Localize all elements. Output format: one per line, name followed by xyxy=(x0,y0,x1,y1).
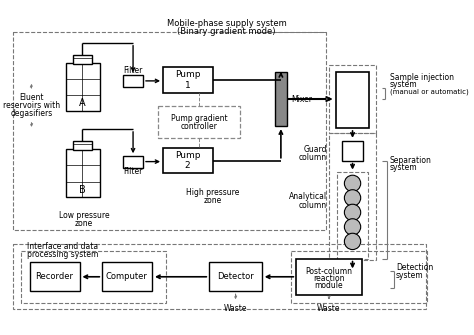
Bar xyxy=(66,149,100,197)
Text: Computer: Computer xyxy=(106,272,148,281)
Text: Low pressure: Low pressure xyxy=(59,211,109,220)
Text: Filter: Filter xyxy=(123,66,143,75)
Text: Waste: Waste xyxy=(224,304,247,313)
Bar xyxy=(296,259,362,295)
Text: Filter: Filter xyxy=(123,167,143,176)
Text: controller: controller xyxy=(181,122,218,131)
Text: Waste: Waste xyxy=(317,304,341,313)
Text: Detection: Detection xyxy=(396,263,433,272)
Bar xyxy=(123,156,143,168)
Text: module: module xyxy=(315,281,343,290)
Bar xyxy=(336,72,369,128)
Circle shape xyxy=(345,219,361,235)
Text: High pressure: High pressure xyxy=(186,188,239,197)
Bar xyxy=(123,75,143,87)
Bar xyxy=(13,32,326,229)
Text: Separation: Separation xyxy=(390,156,432,165)
Text: Mixer: Mixer xyxy=(291,94,312,104)
Bar xyxy=(66,63,100,111)
Bar xyxy=(158,106,240,138)
Text: processing system: processing system xyxy=(27,250,98,259)
Text: B: B xyxy=(79,185,86,195)
Bar xyxy=(20,251,166,303)
Text: Eluent: Eluent xyxy=(19,93,44,102)
Bar xyxy=(342,141,364,161)
Text: column: column xyxy=(299,153,327,162)
Bar xyxy=(102,262,152,291)
Bar xyxy=(291,251,427,303)
Bar xyxy=(274,72,287,126)
Bar xyxy=(13,244,426,310)
Text: A: A xyxy=(79,98,86,108)
Text: system: system xyxy=(390,163,417,173)
Circle shape xyxy=(345,204,361,220)
Text: Sample injection: Sample injection xyxy=(390,73,454,82)
Text: Mobile-phase supply system: Mobile-phase supply system xyxy=(166,19,286,28)
Text: column: column xyxy=(299,201,327,210)
Bar xyxy=(73,55,92,64)
Bar xyxy=(337,173,368,259)
Text: zone: zone xyxy=(204,196,222,205)
Text: degasifiers: degasifiers xyxy=(10,109,53,118)
Circle shape xyxy=(345,175,361,192)
Text: Pump
1: Pump 1 xyxy=(175,70,200,90)
Text: Recorder: Recorder xyxy=(35,272,73,281)
Bar xyxy=(329,133,376,260)
Text: Pump
2: Pump 2 xyxy=(175,151,200,171)
Bar xyxy=(163,67,213,93)
Bar xyxy=(30,262,80,291)
Text: system: system xyxy=(396,271,424,280)
Text: Interface and data: Interface and data xyxy=(27,242,98,251)
Bar xyxy=(209,262,262,291)
Text: zone: zone xyxy=(75,219,93,228)
Text: reaction: reaction xyxy=(313,274,345,283)
Text: Guard: Guard xyxy=(304,145,327,154)
Circle shape xyxy=(345,233,361,250)
Text: reservoirs with: reservoirs with xyxy=(3,101,60,110)
Bar xyxy=(73,141,92,150)
Text: Detector: Detector xyxy=(217,272,254,281)
Text: (Binary gradient mode): (Binary gradient mode) xyxy=(177,26,276,36)
Text: (manual or automatic): (manual or automatic) xyxy=(390,88,468,95)
Bar xyxy=(329,65,376,133)
Text: system: system xyxy=(390,80,417,89)
Text: Post-column: Post-column xyxy=(305,267,353,276)
Text: Analytical: Analytical xyxy=(289,193,327,201)
Bar xyxy=(163,148,213,174)
Circle shape xyxy=(345,190,361,206)
Text: Pump gradient: Pump gradient xyxy=(171,114,228,123)
